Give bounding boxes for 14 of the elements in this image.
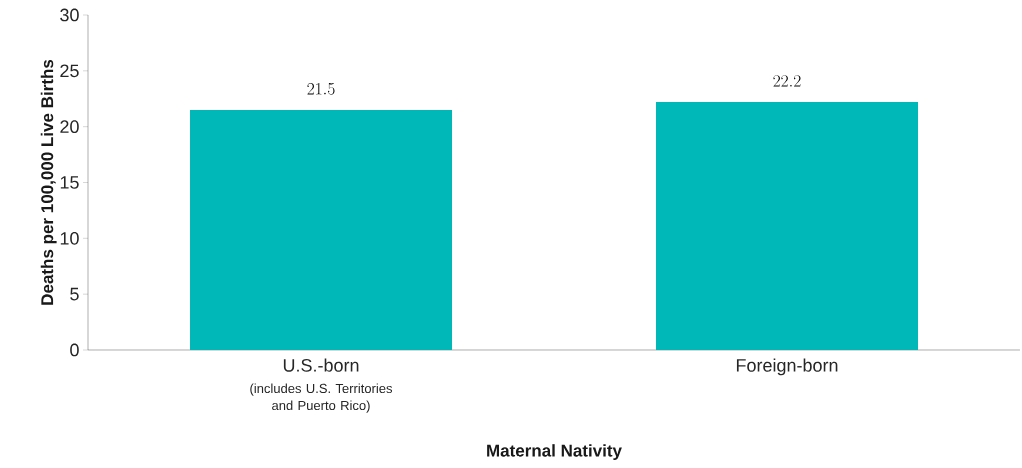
y-tick-label: 10 — [60, 231, 79, 245]
x-axis-title: Maternal Nativity — [487, 444, 622, 461]
x-tick-label: Foreign-born — [736, 358, 838, 376]
y-tick-label: 20 — [60, 120, 79, 134]
y-tick-label: 30 — [60, 8, 79, 22]
y-tick-label: 25 — [60, 64, 79, 78]
y-tick-label: 5 — [70, 287, 79, 301]
text: (includes U.S. Territories and Puerto Rico) — [250, 383, 393, 413]
x-tick-label: U.S.-born — [283, 358, 359, 372]
y-tick-label: 15 — [60, 176, 79, 189]
data-label: 22.2 — [773, 75, 801, 87]
data-label: 21 .5 — [307, 82, 335, 95]
y-tick-label: 0 — [70, 343, 79, 357]
y-axis-title: Deaths per 100,000 Live Births — [40, 59, 57, 305]
